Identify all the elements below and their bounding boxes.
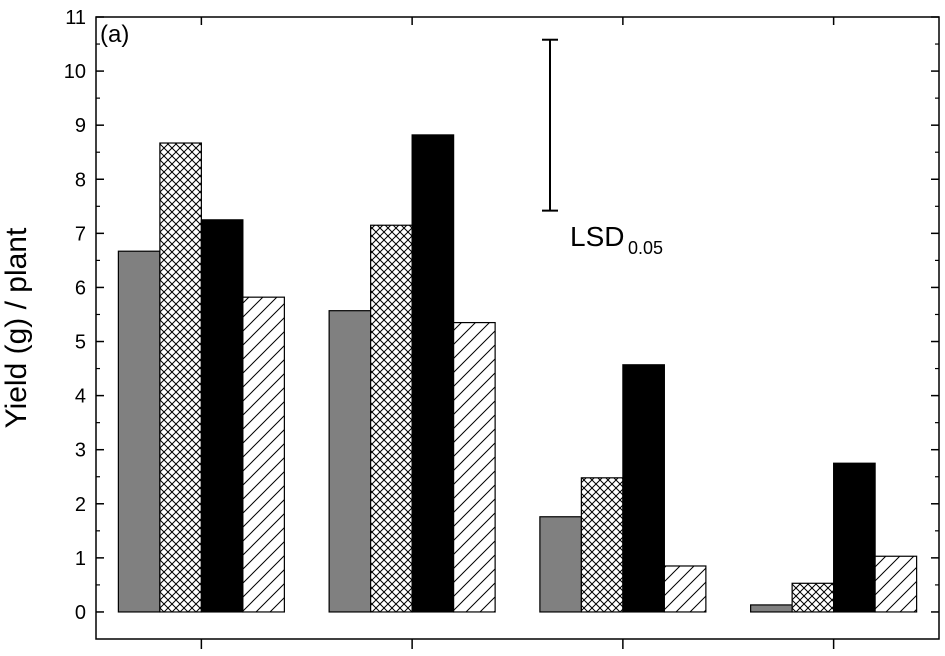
bar-gray (539, 516, 582, 613)
y-tick-label: 1 (75, 548, 86, 570)
y-tick-label: 8 (75, 169, 86, 191)
y-axis-title: Yield (g) / plant (0, 227, 33, 428)
bar-gray (750, 604, 793, 613)
y-tick-label: 7 (75, 223, 86, 245)
lsd-label: LSD (570, 221, 624, 252)
bar-black (833, 462, 876, 613)
axes-layer: 0 1 2 3 4 5 6 7 8 9 10 11 (64, 7, 939, 649)
y-tick-label: 3 (75, 440, 86, 462)
bar-diagonal (663, 565, 707, 613)
bar-crosshatch (370, 224, 413, 613)
y-tick-label: 4 (75, 386, 86, 408)
y-tick-label: 9 (75, 115, 86, 137)
y-tick-label: 0 (75, 602, 86, 624)
bar-black (200, 219, 244, 613)
lsd-error-bar: LSD 0.05 (542, 38, 663, 258)
bar-crosshatch (159, 142, 202, 613)
bar-gray (117, 250, 161, 613)
bar-gray (328, 310, 372, 613)
bar-diagonal (242, 296, 285, 613)
lsd-subscript: 0.05 (628, 238, 663, 258)
panel-label: (a) (100, 21, 129, 48)
bar-diagonal (874, 555, 918, 613)
bar-crosshatch (580, 477, 624, 613)
bar-diagonal (453, 321, 496, 613)
bar-black (622, 364, 665, 613)
y-tick-label: 5 (75, 332, 86, 354)
bars-layer (117, 134, 918, 613)
y-tick-label: 6 (75, 277, 86, 299)
y-tick-label: 11 (65, 7, 86, 29)
y-tick-label: 10 (64, 61, 86, 83)
y-tick-label: 2 (75, 494, 86, 516)
bar-crosshatch (791, 582, 835, 613)
bar-black (411, 134, 455, 613)
plot-frame (95, 16, 940, 640)
